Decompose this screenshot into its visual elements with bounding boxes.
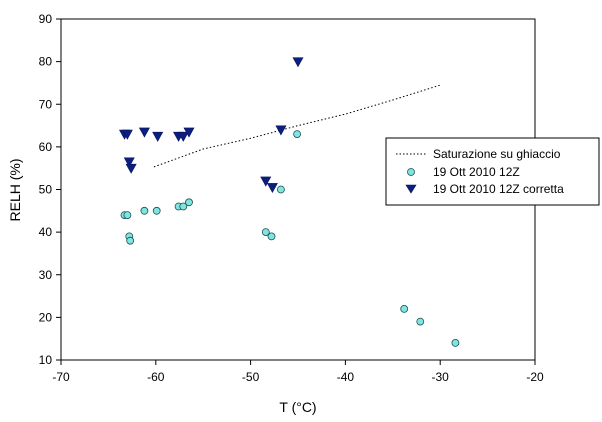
legend-box [385,137,600,206]
legend-swatch-original [407,168,415,176]
point-original [179,202,188,211]
point-original [126,236,135,245]
legend-label-original: 19 Ott 2010 12Z [433,165,520,179]
point-original [152,206,161,215]
x-tick-label: -20 [526,370,544,384]
y-tick-label: 70 [39,97,53,111]
point-original [267,232,276,241]
point-corrected [177,131,189,142]
y-tick-label: 40 [39,225,53,239]
y-tick-label: 30 [39,268,53,282]
y-tick-label: 20 [39,310,53,324]
point-corrected [260,176,272,187]
x-tick-label: -50 [242,370,260,384]
point-corrected [121,129,133,140]
point-original [451,338,460,347]
y-tick-label: 90 [39,12,53,26]
x-tick-label: -30 [432,370,450,384]
point-corrected [183,127,195,138]
point-corrected [123,157,135,168]
legend: Saturazione su ghiaccio 19 Ott 2010 12Z … [385,137,600,206]
x-tick-label: -40 [337,370,355,384]
point-original [261,228,270,237]
point-original [416,317,425,326]
saturation-line [153,84,441,168]
legend-swatch-corrected [405,184,417,194]
point-corrected [138,127,150,138]
point-original [400,304,409,313]
y-tick-label: 50 [39,183,53,197]
point-original [123,211,132,220]
point-original [140,206,149,215]
point-original [185,198,193,207]
x-tick-label: -60 [147,370,165,384]
point-corrected [266,183,278,193]
y-tick-label: 10 [39,353,53,367]
legend-label-saturation: Saturazione su ghiaccio [433,147,561,161]
y-tick-label: 60 [39,140,53,154]
point-corrected [292,57,304,68]
point-corrected [152,131,164,142]
point-original [293,130,302,139]
legend-label-corrected: 19 Ott 2010 12Z corretta [433,182,564,196]
y-tick-label: 80 [39,55,53,69]
y-axis: 10 20 30 40 50 60 70 80 90 [39,12,61,367]
point-corrected [275,125,287,136]
x-axis-title: T (°C) [279,399,316,415]
point-corrected [125,163,137,174]
y-axis-title: RELH (%) [7,158,23,221]
point-original [276,185,285,194]
series-layer [119,57,460,347]
x-tick-label: -70 [52,370,70,384]
x-axis: -70 -60 -50 -40 -30 -20 [52,360,544,384]
